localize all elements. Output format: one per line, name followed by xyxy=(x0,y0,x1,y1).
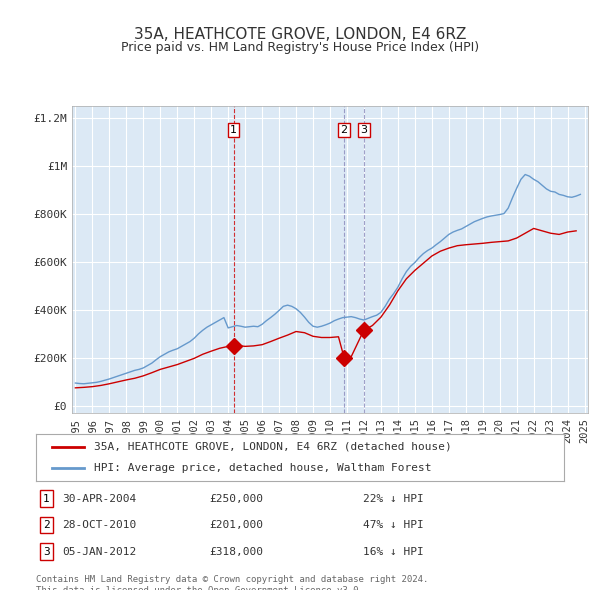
Text: 05-JAN-2012: 05-JAN-2012 xyxy=(62,546,136,556)
Text: £250,000: £250,000 xyxy=(209,494,263,504)
Text: 3: 3 xyxy=(361,125,368,135)
Text: Contains HM Land Registry data © Crown copyright and database right 2024.
This d: Contains HM Land Registry data © Crown c… xyxy=(36,575,428,590)
Text: 2: 2 xyxy=(341,125,347,135)
Text: Price paid vs. HM Land Registry's House Price Index (HPI): Price paid vs. HM Land Registry's House … xyxy=(121,41,479,54)
Text: 30-APR-2004: 30-APR-2004 xyxy=(62,494,136,504)
Text: 47% ↓ HPI: 47% ↓ HPI xyxy=(364,520,424,530)
Text: 35A, HEATHCOTE GROVE, LONDON, E4 6RZ (detached house): 35A, HEATHCOTE GROVE, LONDON, E4 6RZ (de… xyxy=(94,442,452,452)
Text: 16% ↓ HPI: 16% ↓ HPI xyxy=(364,546,424,556)
Text: 1: 1 xyxy=(230,125,237,135)
Text: 1: 1 xyxy=(43,494,50,504)
Text: 35A, HEATHCOTE GROVE, LONDON, E4 6RZ: 35A, HEATHCOTE GROVE, LONDON, E4 6RZ xyxy=(134,27,466,41)
Text: 28-OCT-2010: 28-OCT-2010 xyxy=(62,520,136,530)
Text: HPI: Average price, detached house, Waltham Forest: HPI: Average price, detached house, Walt… xyxy=(94,463,431,473)
Text: £318,000: £318,000 xyxy=(209,546,263,556)
Text: £201,000: £201,000 xyxy=(209,520,263,530)
Text: 22% ↓ HPI: 22% ↓ HPI xyxy=(364,494,424,504)
Text: 3: 3 xyxy=(43,546,50,556)
Text: 2: 2 xyxy=(43,520,50,530)
